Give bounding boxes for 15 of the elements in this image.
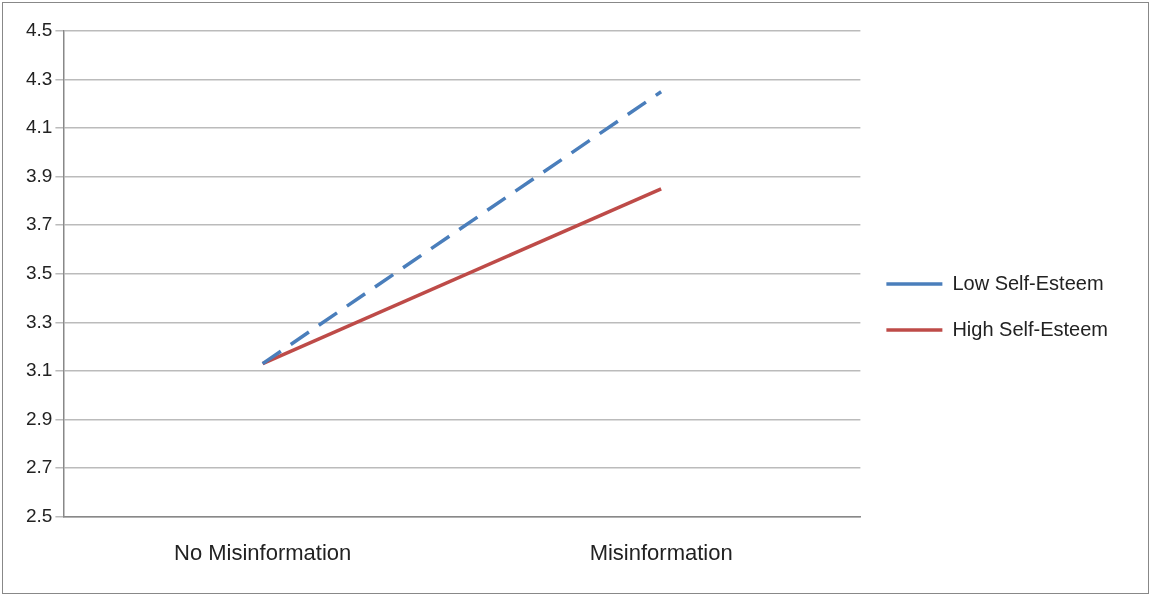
legend-label: Low Self-Esteem [952,271,1104,294]
y-tick-label: 4.1 [25,116,53,138]
y-tick-label: 2.5 [25,504,53,526]
y-tick-label: 2.9 [25,407,53,429]
y-tick-label: 4.5 [25,19,53,41]
y-tick-label: 3.7 [25,213,53,235]
y-tick-label: 3.5 [25,262,53,284]
y-tick-label: 3.1 [25,359,53,381]
y-tick-label: 3.9 [25,164,53,186]
y-tick-label: 4.3 [25,67,53,89]
y-tick-label: 2.7 [25,456,53,478]
x-tick-label: Misinformation [589,539,733,565]
y-tick-label: 3.3 [25,310,53,332]
x-tick-label: No Misinformation [174,539,352,565]
legend-label: High Self-Esteem [952,317,1109,340]
